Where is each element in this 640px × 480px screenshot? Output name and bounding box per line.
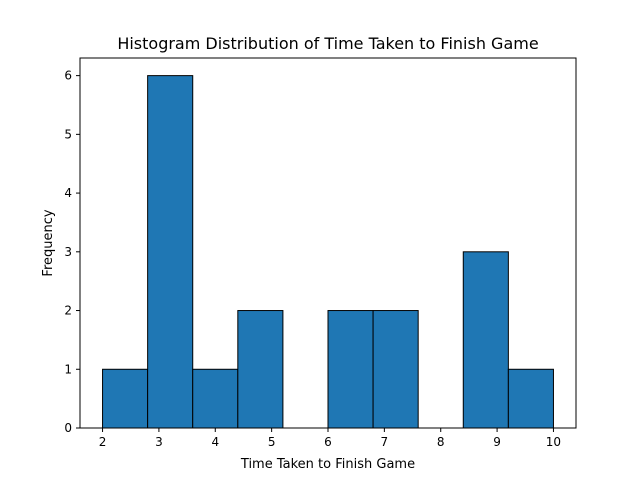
y-ticks-group: 0 1 2 3 4 5 6 xyxy=(64,69,80,435)
histogram-bar-4 xyxy=(237,310,284,429)
x-tick-label-10: 10 xyxy=(546,435,561,449)
y-tick-label-2: 2 xyxy=(64,304,72,318)
x-tick-label-5: 5 xyxy=(268,435,276,449)
x-axis-label: Time Taken to Finish Game xyxy=(240,457,415,472)
y-tick-label-1: 1 xyxy=(64,362,72,376)
histogram-bar-1 xyxy=(102,368,149,429)
histogram-bar-6 xyxy=(327,310,374,429)
histogram-bar-10 xyxy=(507,368,554,429)
x-tick-label-9: 9 xyxy=(493,435,501,449)
x-ticks-group: 2 3 4 5 6 7 8 9 10 xyxy=(99,428,561,449)
y-tick-label-5: 5 xyxy=(64,127,72,141)
x-tick-label-7: 7 xyxy=(381,435,389,449)
x-tick-label-4: 4 xyxy=(211,435,219,449)
histogram-bar-2 xyxy=(147,75,194,429)
y-tick-label-4: 4 xyxy=(64,186,72,200)
histogram-bar-7 xyxy=(372,310,419,429)
y-axis-label: Frequency xyxy=(41,209,56,276)
chart-title: Histogram Distribution of Time Taken to … xyxy=(117,34,538,53)
y-tick-label-0: 0 xyxy=(64,421,72,435)
plot-frame xyxy=(79,57,577,429)
y-tick-label-6: 6 xyxy=(64,69,72,83)
x-tick-label-6: 6 xyxy=(324,435,332,449)
histogram-bar-9 xyxy=(462,251,509,429)
x-tick-label-2: 2 xyxy=(99,435,107,449)
x-tick-label-3: 3 xyxy=(155,435,163,449)
histogram-bar-3 xyxy=(192,368,239,429)
y-tick-label-3: 3 xyxy=(64,245,72,259)
bars-group xyxy=(102,75,554,429)
x-tick-label-8: 8 xyxy=(437,435,445,449)
